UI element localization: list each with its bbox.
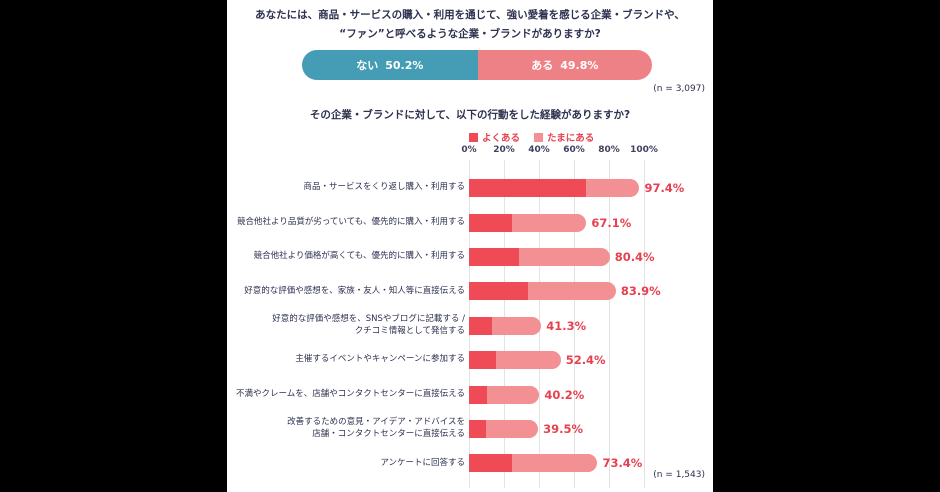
question1-title: あなたには、商品・サービスの購入・利用を通じて、強い愛着を感じる企業・ブランドや… xyxy=(227,6,713,45)
chart-row-bar: 73.4% xyxy=(469,454,643,473)
bar-segment-sometimes xyxy=(469,213,587,232)
q1-stacked-bar: ない 50.2% ある 49.8% xyxy=(302,50,652,80)
chart-row-label: アンケートに回答する xyxy=(380,457,465,468)
bar-segment-often xyxy=(469,213,512,232)
legend-swatch-sometimes-icon xyxy=(534,132,544,142)
survey-panel: あなたには、商品・サービスの購入・利用を通じて、強い愛着を感じる企業・ブランドや… xyxy=(227,0,713,492)
chart-row: 商品・サービスをくり返し購入・利用する 97.4% xyxy=(227,171,713,205)
chart-row-bar: 80.4% xyxy=(469,247,655,266)
bar-segment-sometimes xyxy=(469,247,610,266)
chart-row-label: 好意的な評価や感想を、家族・友人・知人等に直接伝える xyxy=(244,285,465,296)
chart-axis: 0% 20% 40% 60% 80% 100% xyxy=(227,145,713,157)
chart-row-bar: 39.5% xyxy=(469,419,584,438)
chart-row-label: 改善するための意見・アイデア・アドバイスを 店舗・コンタクトセンターに直接伝える xyxy=(287,417,465,439)
chart-row-label: 不満やクレームを、店舗やコンタクトセンターに直接伝える xyxy=(236,388,465,399)
chart-row: 競合他社より品質が劣っていても、優先的に購入・利用する 67.1% xyxy=(227,205,713,239)
q1-segment-nai-label: ない xyxy=(356,59,379,72)
q1-segment-aru-value: 49.8% xyxy=(560,58,599,72)
question1-title-line1: あなたには、商品・サービスの購入・利用を通じて、強い愛着を感じる企業・ブランドや… xyxy=(255,9,685,21)
chart-row: 主催するイベントやキャンペーンに参加する 52.4% xyxy=(227,343,713,377)
chart-row-value: 40.2% xyxy=(544,387,585,402)
legend-item-often: よくある xyxy=(469,130,520,144)
q1-sample-size: (n = 3,097) xyxy=(653,84,705,94)
bar-segment-often xyxy=(469,179,587,198)
axis-tick-label: 100% xyxy=(630,145,658,155)
q1-segment-nai-value: 50.2% xyxy=(385,58,424,72)
legend-label-sometimes: たまにある xyxy=(547,133,595,144)
bar-segment-sometimes xyxy=(469,282,616,301)
axis-tick-label: 0% xyxy=(461,145,477,155)
chart-row-label: 競合他社より価格が高くても、優先的に購入・利用する xyxy=(253,251,465,262)
chart-legend: よくある たまにある xyxy=(469,130,594,144)
chart-row: 好意的な評価や感想を、家族・友人・知人等に直接伝える 83.9% xyxy=(227,274,713,308)
q2-sample-size: (n = 1,543) xyxy=(653,470,705,480)
chart-row-value: 52.4% xyxy=(565,353,606,368)
chart-row-bar: 67.1% xyxy=(469,213,632,232)
bar-segment-sometimes xyxy=(469,316,542,335)
axis-tick-label: 40% xyxy=(528,145,550,155)
chart-row: 競合他社より価格が高くても、優先的に購入・利用する 80.4% xyxy=(227,240,713,274)
bar-segment-often xyxy=(469,419,486,438)
chart-row-label: 主催するイベントやキャンペーンに参加する xyxy=(295,354,465,365)
bar-segment-sometimes xyxy=(469,385,540,404)
chart-row: 好意的な評価や感想を、SNSやブログに記載する / クチコミ情報として発信する 4… xyxy=(227,309,713,343)
question1-title-line2: “ファン”と呼べるような企業・ブランドがありますか? xyxy=(339,28,601,41)
chart-row-bar: 52.4% xyxy=(469,351,606,370)
gridline xyxy=(644,160,645,488)
bar-segment-sometimes xyxy=(469,419,539,438)
bar-segment-often xyxy=(469,351,497,370)
q1-segment-aru-label: ある xyxy=(531,59,554,72)
chart-rows: 商品・サービスをくり返し購入・利用する 97.4% 競合他社より品質が劣っていても、… xyxy=(227,171,713,481)
legend-item-sometimes: たまにある xyxy=(534,130,594,144)
gridline xyxy=(609,160,610,488)
chart-row-label: 競合他社より品質が劣っていても、優先的に購入・利用する xyxy=(237,216,465,227)
chart-row-label: 商品・サービスをくり返し購入・利用する xyxy=(303,182,465,193)
chart-row-value: 39.5% xyxy=(543,421,584,436)
bar-segment-often xyxy=(469,247,519,266)
chart-row-bar: 40.2% xyxy=(469,385,585,404)
chart-row: 不満やクレームを、店舗やコンタクトセンターに直接伝える 40.2% xyxy=(227,377,713,411)
chart-row-value: 97.4% xyxy=(644,181,685,196)
q1-segment-nai: ない 50.2% xyxy=(302,50,478,80)
chart-row-value: 80.4% xyxy=(614,249,655,264)
legend-swatch-often-icon xyxy=(469,132,478,142)
chart-row: アンケートに回答する 73.4% xyxy=(227,446,713,480)
chart-row-value: 73.4% xyxy=(602,456,643,471)
bar-segment-often xyxy=(469,316,492,335)
q1-segment-aru: ある 49.8% xyxy=(477,50,652,80)
legend-label-often: よくある xyxy=(482,133,521,144)
question2-title: その企業・ブランドに対して、以下の行動をした経験がありますか? xyxy=(309,109,631,121)
bar-segment-sometimes xyxy=(469,454,598,473)
chart-row-label: 好意的な評価や感想を、SNSやブログに記載する / クチコミ情報として発信する xyxy=(272,314,465,336)
gridline xyxy=(574,160,575,488)
axis-tick-label: 60% xyxy=(563,145,585,155)
chart-row-value: 67.1% xyxy=(591,215,632,230)
chart-plot: 商品・サービスをくり返し購入・利用する 97.4% 競合他社より品質が劣っていても、… xyxy=(227,160,713,488)
chart-row-value: 41.3% xyxy=(546,318,587,333)
chart-row-value: 83.9% xyxy=(620,284,661,299)
axis-tick-label: 20% xyxy=(493,145,515,155)
axis-tick-label: 80% xyxy=(598,145,620,155)
bar-segment-often xyxy=(469,385,488,404)
chart-row-bar: 97.4% xyxy=(469,179,685,198)
bar-segment-sometimes xyxy=(469,351,561,370)
bar-segment-often xyxy=(469,282,529,301)
chart-row-bar: 41.3% xyxy=(469,316,587,335)
bar-segment-often xyxy=(469,454,512,473)
bar-segment-sometimes xyxy=(469,179,640,198)
chart-row: 改善するための意見・アイデア・アドバイスを 店舗・コンタクトセンターに直接伝える… xyxy=(227,412,713,446)
chart-row-bar: 83.9% xyxy=(469,282,661,301)
